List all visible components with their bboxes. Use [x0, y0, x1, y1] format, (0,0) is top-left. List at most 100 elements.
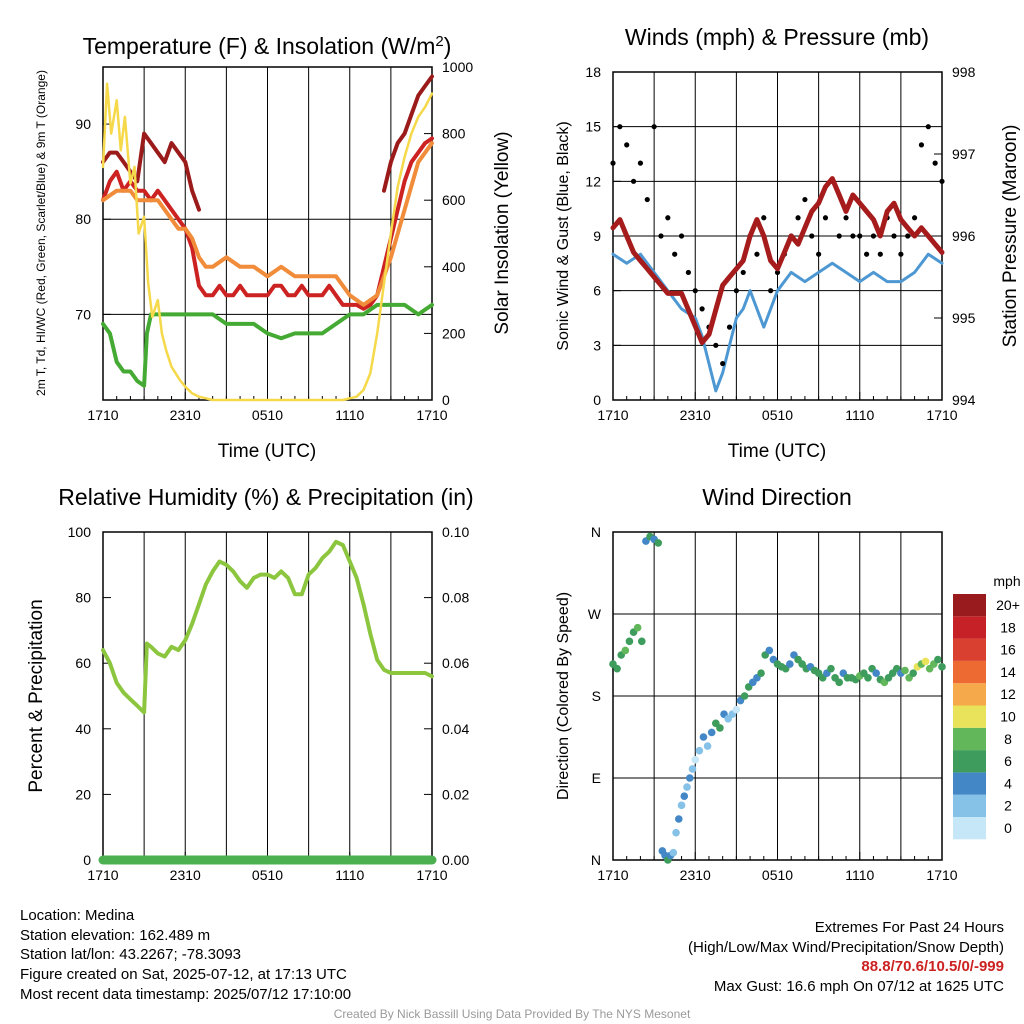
x-tick-label: 2310 [170, 867, 201, 883]
y-axis-label-left: Percent & Precipitation [26, 599, 47, 792]
gust-point [720, 360, 726, 367]
wind-direction-point [827, 664, 835, 673]
gust-point [905, 233, 911, 239]
y-tick-label-left: W [588, 606, 602, 622]
gust-point [665, 215, 671, 221]
colorbar-label: 18 [1000, 619, 1016, 635]
colorbar-label: 6 [1004, 753, 1012, 769]
y-tick-label-left: 80 [75, 590, 91, 606]
y-tick-label-left: 0 [83, 852, 91, 868]
y-tick-label-right: 400 [442, 259, 466, 275]
colorbar-swatch [953, 660, 986, 684]
colorbar-label: 4 [1004, 775, 1012, 791]
station-info: Location: Medina Station elevation: 162.… [20, 906, 351, 1005]
wind-direction-point [901, 666, 909, 675]
y-tick-label-right: 0.08 [442, 590, 469, 606]
wind-direction-point [675, 815, 683, 823]
wind-direction-point [872, 669, 880, 678]
title-superscript: 2 [435, 33, 443, 50]
series-sonic-wind [611, 252, 944, 393]
wind-direction-point [680, 792, 689, 801]
chart-title: Winds (mph) & Pressure (mb) [625, 24, 929, 50]
y-tick-label-left: 60 [75, 655, 91, 671]
title-close: ) [444, 33, 452, 59]
x-tick-label: 0510 [762, 867, 793, 883]
y-tick-label-right: 997 [952, 146, 976, 162]
gust-point [816, 251, 822, 257]
y-tick-label-right: 0.04 [442, 721, 469, 737]
wind-direction-point [707, 728, 716, 737]
gust-point [726, 324, 733, 330]
colorbar-swatch [953, 638, 986, 661]
series-relative-humidity [101, 539, 434, 715]
y-tick-label-right: 0 [442, 392, 450, 408]
gust-point [850, 233, 856, 239]
gust-point [740, 269, 746, 276]
gust-point [877, 251, 883, 257]
y-axis-label-left: 2m T, Td, HI/WC (Red, Green, Scarlet/Blu… [34, 70, 48, 396]
wind-direction-point [637, 637, 646, 646]
y-tick-label-right: 200 [442, 325, 466, 341]
wind-direction-point [757, 669, 765, 678]
wind-direction-point [688, 765, 697, 773]
gust-point [898, 251, 904, 257]
x-tick-label: 1710 [416, 407, 447, 423]
colorbar-swatch [953, 727, 986, 751]
colorbar-label: 14 [1000, 664, 1016, 680]
gust-point [870, 233, 877, 239]
extremes-values: 88.8/70.6/10.5/0/-999 [861, 958, 1004, 976]
x-axis-label: Time (UTC) [218, 441, 317, 462]
y-tick-label-right: 996 [952, 228, 976, 244]
colorbar-label: 0 [1004, 820, 1012, 836]
gust-point [685, 269, 691, 276]
colorbar-label: 8 [1004, 731, 1012, 747]
gust-point [774, 269, 781, 276]
x-axis-label: Time (UTC) [728, 441, 827, 462]
gust-point [761, 215, 767, 221]
gust-point [795, 215, 801, 221]
colorbar-swatch [953, 683, 986, 706]
wind-direction-point [716, 724, 724, 732]
colorbar-label: 2 [1004, 798, 1012, 814]
chart-title: Temperature (F) & Insolation (W/m2) [83, 33, 452, 59]
y-tick-label-left: S [592, 688, 601, 704]
y-tick-label-left: 6 [593, 283, 601, 299]
y-tick-label-left: N [591, 524, 601, 540]
wind-direction-point [685, 774, 694, 782]
wind-direction-point [683, 783, 691, 791]
gust-point [713, 342, 719, 348]
y-axis-label-left: Sonic Wind & Gust (Blue, Black) [555, 121, 572, 350]
wind-direction-point [699, 733, 708, 741]
x-tick-label: 2310 [170, 407, 201, 423]
chart-title: Wind Direction [702, 484, 852, 510]
colorbar-title: mph [993, 573, 1020, 589]
y-tick-label-right: 0.00 [442, 852, 469, 868]
wind-direction-point [786, 660, 794, 668]
gust-point [925, 124, 931, 130]
chart-title: Relative Humidity (%) & Precipitation (i… [58, 484, 473, 510]
gust-point [610, 160, 616, 166]
gust-point [864, 251, 870, 257]
gust-point [836, 233, 842, 239]
gust-point [672, 251, 678, 257]
gust-point [658, 233, 664, 239]
wind-direction-point [669, 848, 678, 857]
gust-point [768, 288, 774, 294]
gust-point [644, 196, 650, 203]
wind-direction-point [864, 673, 872, 682]
wind-direction-point [621, 646, 630, 655]
wind-direction-point [934, 655, 942, 664]
y-tick-label-left: 9 [593, 228, 601, 244]
x-tick-label: 1110 [845, 407, 874, 423]
x-tick-label: 1710 [416, 867, 447, 883]
series-9m-t [101, 141, 434, 307]
y-tick-label-left: 15 [585, 119, 601, 135]
x-tick-label: 1710 [87, 867, 118, 883]
x-tick-label: 2310 [680, 407, 711, 423]
x-tick-label: 1110 [845, 867, 874, 883]
colorbar-label: 10 [1000, 709, 1016, 725]
y-tick-label-right: 1000 [442, 59, 473, 75]
x-tick-label: 1710 [87, 407, 118, 423]
x-tick-label: 1710 [926, 867, 957, 883]
